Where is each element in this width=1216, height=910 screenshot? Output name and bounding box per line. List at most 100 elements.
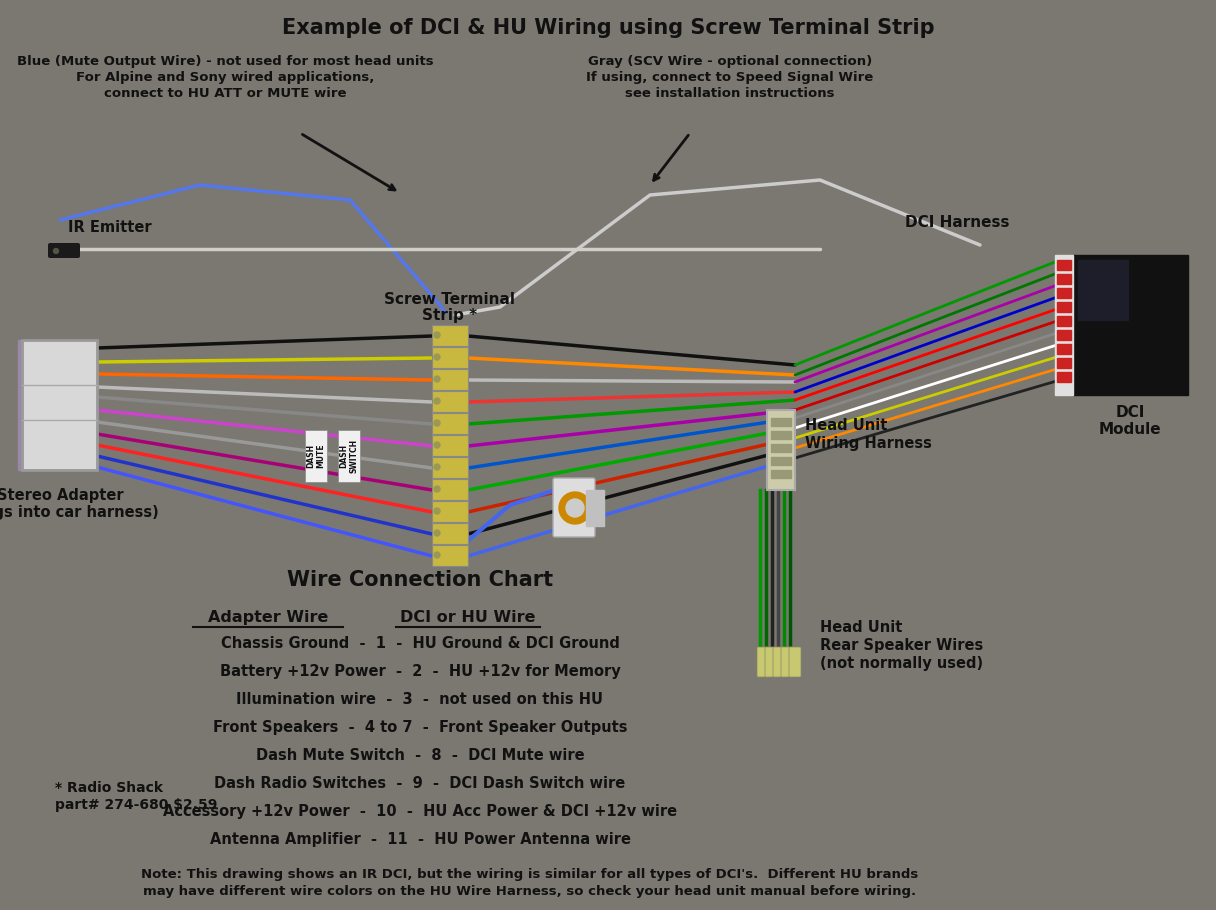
Text: Gray (SCV Wire - optional connection): Gray (SCV Wire - optional connection): [587, 55, 872, 68]
Bar: [1073, 255, 1188, 395]
Bar: [432, 545, 468, 566]
Bar: [771, 470, 790, 478]
Text: Chassis Ground  -  1  -  HU Ground & DCI Ground: Chassis Ground - 1 - HU Ground & DCI Gro…: [220, 636, 619, 651]
Text: 8: 8: [450, 482, 458, 496]
Text: 5: 5: [450, 417, 458, 430]
Text: Rear Speaker Wires: Rear Speaker Wires: [820, 638, 984, 653]
Bar: [432, 523, 468, 544]
Bar: [771, 457, 790, 465]
Text: Module: Module: [1099, 422, 1161, 437]
Circle shape: [559, 492, 591, 524]
FancyBboxPatch shape: [767, 410, 795, 490]
Text: see installation instructions: see installation instructions: [625, 87, 834, 100]
Text: part# 274-680 $2.59: part# 274-680 $2.59: [55, 798, 218, 812]
Text: DCI: DCI: [1115, 405, 1144, 420]
Text: * Radio Shack: * Radio Shack: [55, 781, 163, 795]
Text: Screw Terminal: Screw Terminal: [384, 292, 516, 307]
Bar: [432, 435, 468, 456]
Circle shape: [434, 486, 440, 492]
FancyBboxPatch shape: [47, 243, 80, 258]
Text: Adapter Wire: Adapter Wire: [208, 610, 328, 625]
Bar: [432, 325, 468, 346]
FancyBboxPatch shape: [773, 647, 786, 677]
Text: 9: 9: [450, 504, 458, 518]
Text: Head Unit: Head Unit: [820, 620, 902, 635]
Text: Front Speakers  -  4 to 7  -  Front Speaker Outputs: Front Speakers - 4 to 7 - Front Speaker …: [213, 720, 627, 735]
Bar: [771, 444, 790, 452]
Text: Wiring Harness: Wiring Harness: [805, 436, 931, 451]
Bar: [586, 490, 604, 526]
FancyBboxPatch shape: [338, 430, 360, 482]
Text: (plugs into car harness): (plugs into car harness): [0, 505, 159, 520]
Bar: [432, 457, 468, 478]
Bar: [1057, 260, 1071, 270]
Circle shape: [434, 442, 440, 448]
Bar: [432, 391, 468, 412]
FancyBboxPatch shape: [781, 647, 793, 677]
Text: Head Unit: Head Unit: [805, 418, 888, 433]
Circle shape: [434, 420, 440, 426]
Circle shape: [434, 552, 440, 558]
Text: 6: 6: [450, 439, 458, 451]
Text: 11: 11: [446, 549, 462, 561]
Text: DCI Harness: DCI Harness: [905, 215, 1009, 230]
Circle shape: [434, 376, 440, 382]
Bar: [432, 347, 468, 368]
Bar: [432, 501, 468, 522]
Text: Accessory +12v Power  -  10  -  HU Acc Power & DCI +12v wire: Accessory +12v Power - 10 - HU Acc Power…: [163, 804, 677, 819]
Circle shape: [434, 464, 440, 470]
FancyBboxPatch shape: [765, 647, 777, 677]
Text: Dash Radio Switches  -  9  -  DCI Dash Switch wire: Dash Radio Switches - 9 - DCI Dash Switc…: [214, 776, 625, 791]
Bar: [1079, 260, 1128, 320]
Bar: [1057, 302, 1071, 312]
Text: 10: 10: [446, 527, 462, 540]
Text: connect to HU ATT or MUTE wire: connect to HU ATT or MUTE wire: [103, 87, 347, 100]
Circle shape: [434, 398, 440, 404]
Text: Stereo Adapter: Stereo Adapter: [0, 488, 123, 503]
Bar: [432, 479, 468, 500]
Text: Strip *: Strip *: [422, 308, 478, 323]
FancyBboxPatch shape: [789, 647, 801, 677]
Text: 2: 2: [450, 350, 458, 363]
Text: 3: 3: [450, 372, 458, 386]
FancyBboxPatch shape: [22, 340, 97, 470]
FancyBboxPatch shape: [553, 478, 595, 537]
Bar: [1057, 316, 1071, 326]
Bar: [1057, 288, 1071, 298]
Text: Illumination wire  -  3  -  not used on this HU: Illumination wire - 3 - not used on this…: [236, 692, 603, 707]
Text: DASH
SWITCH: DASH SWITCH: [339, 439, 359, 473]
Bar: [771, 418, 790, 426]
Text: Note: This drawing shows an IR DCI, but the wiring is similar for all types of D: Note: This drawing shows an IR DCI, but …: [141, 868, 918, 881]
Text: DCI or HU Wire: DCI or HU Wire: [400, 610, 536, 625]
Text: Battery +12v Power  -  2  -  HU +12v for Memory: Battery +12v Power - 2 - HU +12v for Mem…: [220, 664, 620, 679]
Bar: [1057, 372, 1071, 382]
Bar: [1057, 330, 1071, 340]
Text: If using, connect to Speed Signal Wire: If using, connect to Speed Signal Wire: [586, 71, 873, 84]
Bar: [1057, 274, 1071, 284]
Text: Blue (Mute Output Wire) - not used for most head units: Blue (Mute Output Wire) - not used for m…: [17, 55, 433, 68]
Circle shape: [54, 248, 58, 254]
Circle shape: [434, 332, 440, 338]
Bar: [18, 340, 24, 470]
Bar: [432, 369, 468, 390]
Circle shape: [434, 508, 440, 514]
Text: DASH
MUTE: DASH MUTE: [306, 444, 326, 469]
Text: 4: 4: [450, 395, 458, 408]
Text: For Alpine and Sony wired applications,: For Alpine and Sony wired applications,: [75, 71, 375, 84]
Bar: [1057, 344, 1071, 354]
Text: may have different wire colors on the HU Wire Harness, so check your head unit m: may have different wire colors on the HU…: [143, 885, 917, 898]
Text: (not normally used): (not normally used): [820, 656, 983, 671]
FancyBboxPatch shape: [758, 647, 769, 677]
Bar: [771, 431, 790, 439]
Text: 7: 7: [450, 460, 458, 473]
Text: 1: 1: [450, 329, 458, 341]
Circle shape: [434, 354, 440, 360]
Bar: [1057, 358, 1071, 368]
Text: Antenna Amplifier  -  11  -  HU Power Antenna wire: Antenna Amplifier - 11 - HU Power Antenn…: [209, 832, 631, 847]
Circle shape: [434, 530, 440, 536]
Bar: [1055, 255, 1073, 395]
Text: Dash Mute Switch  -  8  -  DCI Mute wire: Dash Mute Switch - 8 - DCI Mute wire: [255, 748, 585, 763]
Text: IR Emitter: IR Emitter: [68, 220, 152, 235]
Bar: [432, 413, 468, 434]
FancyBboxPatch shape: [305, 430, 327, 482]
